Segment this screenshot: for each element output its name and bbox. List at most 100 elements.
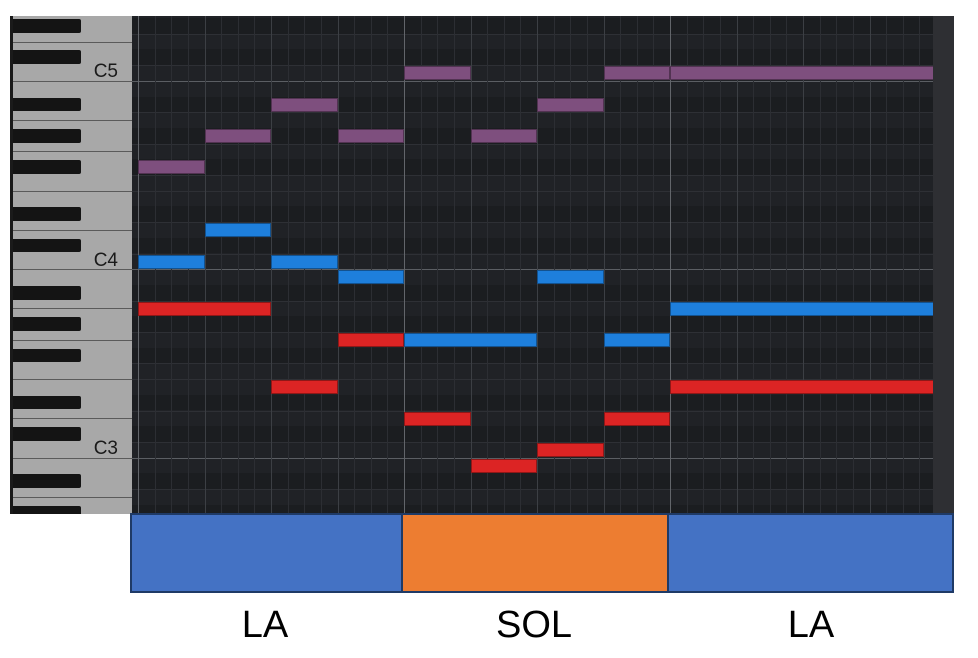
beat-gridline <box>603 16 605 514</box>
grid-row-shade <box>132 18 933 34</box>
subbeat-gridline <box>703 16 705 514</box>
octave-gridline <box>132 269 933 271</box>
subbeat-gridline <box>570 16 572 514</box>
piano-keyboard[interactable]: C5 C4 C3 <box>10 16 132 514</box>
subbeat-gridline <box>836 16 838 514</box>
beat-gridline <box>736 16 738 514</box>
note-blue[interactable] <box>204 223 271 238</box>
note-blue[interactable] <box>271 254 338 269</box>
note-purple[interactable] <box>204 128 271 143</box>
subbeat-gridline <box>902 16 904 514</box>
black-key[interactable] <box>13 97 81 112</box>
white-key-divider <box>13 308 132 310</box>
black-key[interactable] <box>13 238 81 253</box>
black-key[interactable] <box>13 207 81 222</box>
row-gridline <box>132 222 933 224</box>
note-blue[interactable] <box>337 270 404 285</box>
black-key[interactable] <box>13 160 81 174</box>
subbeat-gridline <box>370 16 372 514</box>
black-key[interactable] <box>13 474 81 488</box>
note-blue[interactable] <box>138 254 205 269</box>
note-red[interactable] <box>670 380 933 395</box>
row-gridline <box>132 253 933 255</box>
white-key-divider <box>13 120 132 122</box>
black-key[interactable] <box>13 317 81 331</box>
black-key[interactable] <box>13 395 81 410</box>
note-red[interactable] <box>537 442 604 457</box>
subbeat-gridline <box>503 16 505 514</box>
row-gridline <box>132 441 933 443</box>
grid-row-shade <box>132 473 933 489</box>
note-red[interactable] <box>404 411 471 426</box>
bar-gridline <box>670 16 671 514</box>
grid-row-shade <box>132 237 933 254</box>
subbeat-gridline <box>719 16 721 514</box>
bar-gridline <box>404 16 405 514</box>
black-key[interactable] <box>13 427 81 441</box>
black-key[interactable] <box>13 128 81 143</box>
chord-block-la <box>132 515 401 591</box>
note-purple[interactable] <box>470 128 537 143</box>
subbeat-gridline <box>254 16 256 514</box>
row-gridline <box>132 33 933 35</box>
chord-block-la <box>667 515 952 591</box>
row-gridline <box>132 143 933 145</box>
note-red[interactable] <box>470 458 537 473</box>
grid-row-shade <box>132 347 933 364</box>
note-blue[interactable] <box>670 301 933 316</box>
white-key-divider <box>13 457 132 459</box>
note-purple[interactable] <box>138 160 205 175</box>
black-key[interactable] <box>13 50 81 65</box>
note-red[interactable] <box>271 380 338 395</box>
octave-gridline <box>132 80 933 82</box>
note-blue[interactable] <box>537 270 604 285</box>
black-key[interactable] <box>13 19 81 33</box>
subbeat-gridline <box>786 16 788 514</box>
white-key-divider <box>13 229 132 231</box>
white-key-divider <box>13 379 132 381</box>
black-key[interactable] <box>13 348 81 363</box>
white-key-divider <box>13 41 132 43</box>
note-purple[interactable] <box>537 97 604 112</box>
row-gridline <box>132 379 933 381</box>
note-blue[interactable] <box>603 333 670 347</box>
row-gridline <box>132 65 933 67</box>
beat-gridline <box>537 16 538 514</box>
note-red[interactable] <box>603 411 670 426</box>
black-key[interactable] <box>13 505 81 514</box>
white-key-divider <box>13 496 132 498</box>
note-purple[interactable] <box>603 66 670 81</box>
row-gridline <box>132 363 933 365</box>
note-grid[interactable] <box>132 16 933 514</box>
subbeat-gridline <box>237 16 239 514</box>
note-purple[interactable] <box>271 97 338 112</box>
subbeat-gridline <box>919 16 921 514</box>
note-blue[interactable] <box>404 333 537 347</box>
subbeat-gridline <box>686 16 688 514</box>
subbeat-gridline <box>487 16 489 514</box>
note-purple[interactable] <box>404 66 471 81</box>
white-key-divider <box>13 269 132 271</box>
subbeat-gridline <box>387 16 389 514</box>
beat-gridline <box>337 16 339 514</box>
subbeat-gridline <box>354 16 356 514</box>
octave-label-c3: C3 <box>93 437 118 459</box>
row-gridline <box>132 190 933 192</box>
note-purple[interactable] <box>670 66 933 81</box>
note-red[interactable] <box>138 301 271 316</box>
row-gridline <box>132 489 933 490</box>
grid-right-margin <box>933 16 954 514</box>
black-key[interactable] <box>13 285 81 300</box>
row-gridline <box>132 410 933 412</box>
white-key-divider <box>13 339 132 341</box>
note-red[interactable] <box>337 333 404 347</box>
octave-label-c5: C5 <box>93 61 118 83</box>
subbeat-gridline <box>886 16 888 514</box>
grid-row-shade <box>132 284 933 301</box>
chord-label-sol: SOL <box>495 604 573 646</box>
grid-row-shade <box>132 394 933 411</box>
subbeat-gridline <box>636 16 638 514</box>
chord-label-la: LA <box>241 604 289 646</box>
note-purple[interactable] <box>337 128 404 143</box>
grid-row-shade <box>132 49 933 66</box>
